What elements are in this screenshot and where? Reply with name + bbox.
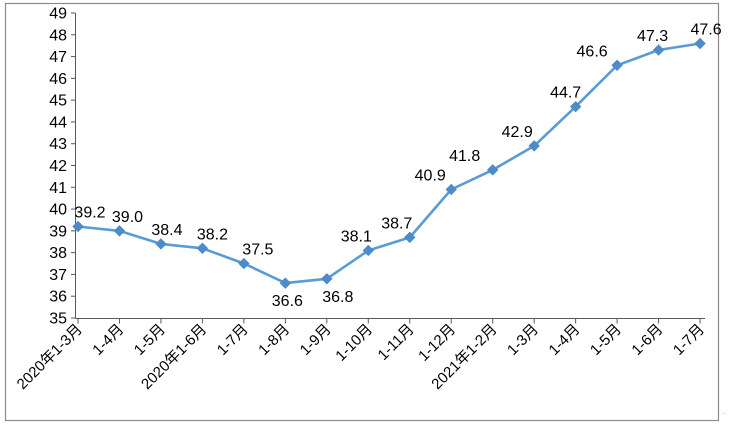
data-point-marker <box>486 164 499 176</box>
data-point-label: 46.6 <box>577 43 608 60</box>
data-point-marker <box>445 183 457 196</box>
y-axis-tick-label: 45 <box>49 93 67 110</box>
y-axis-tick-label: 37 <box>49 267 67 284</box>
data-point-marker <box>528 140 540 152</box>
y-axis-tick-label: 40 <box>49 202 67 219</box>
y-axis-tick-label: 42 <box>49 158 67 175</box>
data-point-label: 47.3 <box>637 28 668 45</box>
y-axis-tick-label: 43 <box>49 136 67 153</box>
data-point-marker <box>321 273 333 285</box>
y-axis-tick-label: 47 <box>49 49 67 66</box>
data-point-label: 36.8 <box>322 289 353 306</box>
y-axis-tick-label: 39 <box>49 223 67 240</box>
data-point-label: 38.7 <box>381 215 412 232</box>
y-axis-tick-label: 44 <box>49 114 67 131</box>
data-point-label: 42.9 <box>502 124 533 141</box>
y-axis-tick-label: 49 <box>49 6 67 23</box>
data-point-marker <box>196 242 209 254</box>
data-point-marker <box>569 100 582 113</box>
data-point-label: 37.5 <box>242 242 273 259</box>
data-point-label: 39.0 <box>112 209 143 226</box>
data-point-marker <box>611 59 623 71</box>
data-point-marker <box>652 44 665 56</box>
data-point-label: 36.6 <box>272 293 303 310</box>
y-axis-tick-label: 35 <box>49 311 67 328</box>
y-axis-tick-label: 38 <box>49 245 67 262</box>
data-point-label: 40.9 <box>415 167 446 184</box>
data-point-marker <box>694 37 706 50</box>
data-point-marker <box>238 257 250 270</box>
y-axis-tick-label: 36 <box>49 289 67 306</box>
data-point-label: 44.7 <box>550 85 581 102</box>
data-point-label: 41.8 <box>449 148 480 165</box>
y-axis-tick-label: 48 <box>49 27 67 44</box>
series-line <box>76 42 702 285</box>
data-point-marker <box>404 231 416 244</box>
data-point-label: 47.6 <box>690 22 721 39</box>
data-point-label: 39.2 <box>74 205 105 222</box>
y-axis-tick-label: 46 <box>49 71 67 88</box>
data-point-marker <box>362 244 374 257</box>
y-axis-tick-label: 41 <box>49 180 67 197</box>
data-point-marker <box>155 238 167 250</box>
chart-border <box>4 2 720 422</box>
data-point-label: 38.4 <box>151 222 182 239</box>
stray-mark: · <box>722 409 725 418</box>
data-point-label: 38.2 <box>197 226 228 243</box>
data-point-marker <box>113 225 126 237</box>
data-point-marker <box>72 220 84 233</box>
data-point-label: 38.1 <box>341 228 372 245</box>
data-point-marker <box>279 277 292 289</box>
